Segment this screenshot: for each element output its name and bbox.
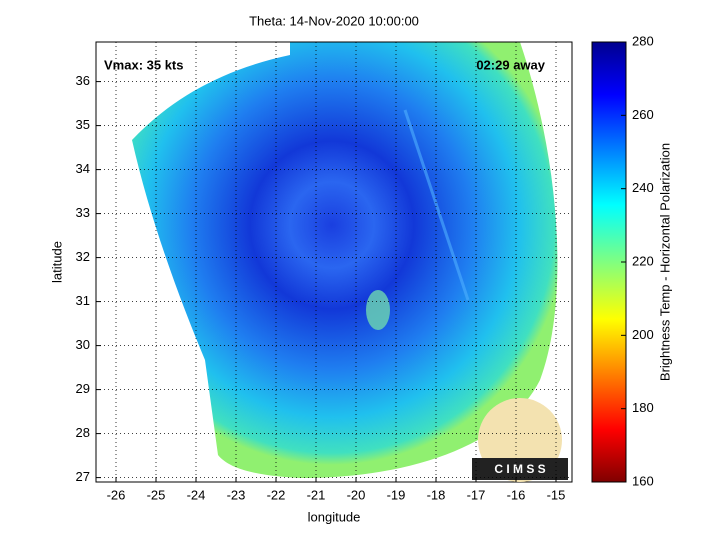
colorbar-tick-label: 240: [632, 180, 654, 195]
y-tick-label: 30: [76, 337, 90, 352]
colorbar-tick-label: 280: [632, 33, 654, 48]
colorbar-tick-label: 160: [632, 473, 654, 488]
colorbar-tick-label: 200: [632, 327, 654, 342]
swath-image: [132, 42, 558, 478]
colorbar-tick-label: 180: [632, 400, 654, 415]
y-tick-label: 33: [76, 205, 90, 220]
colorbar: [591, 41, 627, 483]
axes: [95, 41, 573, 483]
y-tick-label: 27: [76, 469, 90, 484]
colorbar-tick-label: 220: [632, 253, 654, 268]
x-tick-label: -25: [147, 487, 166, 502]
y-tick-label: 34: [76, 161, 90, 176]
y-tick-label: 28: [76, 425, 90, 440]
y-tick-label: 29: [76, 381, 90, 396]
y-axis-label: latitude: [49, 241, 64, 283]
axes-frame: [95, 41, 573, 483]
time-label: 02:29 away: [476, 57, 545, 72]
x-axis-label: longitude: [308, 509, 361, 524]
x-tick-label: -23: [227, 487, 246, 502]
x-tick-label: -16: [507, 487, 526, 502]
x-tick-label: -17: [467, 487, 486, 502]
logo: C I M S S: [472, 398, 568, 482]
x-tick-label: -19: [387, 487, 406, 502]
x-tick-label: -15: [547, 487, 566, 502]
y-tick-label: 35: [76, 117, 90, 132]
x-tick-label: -26: [107, 487, 126, 502]
x-tick-label: -18: [427, 487, 446, 502]
colorbar-tick-label: 260: [632, 107, 654, 122]
x-tick-label: -22: [267, 487, 286, 502]
title: Theta: 14-Nov-2020 10:00:00: [249, 13, 419, 28]
vmax-label: Vmax: 35 kts: [104, 57, 184, 72]
y-tick-label: 36: [76, 73, 90, 88]
y-tick-label: 31: [76, 293, 90, 308]
x-tick-label: -21: [307, 487, 326, 502]
x-tick-label: -24: [187, 487, 206, 502]
x-tick-label: -20: [347, 487, 366, 502]
logo-text: C I M S S: [494, 462, 545, 476]
colorbar-label: Brightness Temp - Horizontal Polarizatio…: [657, 143, 672, 381]
y-tick-label: 32: [76, 249, 90, 264]
